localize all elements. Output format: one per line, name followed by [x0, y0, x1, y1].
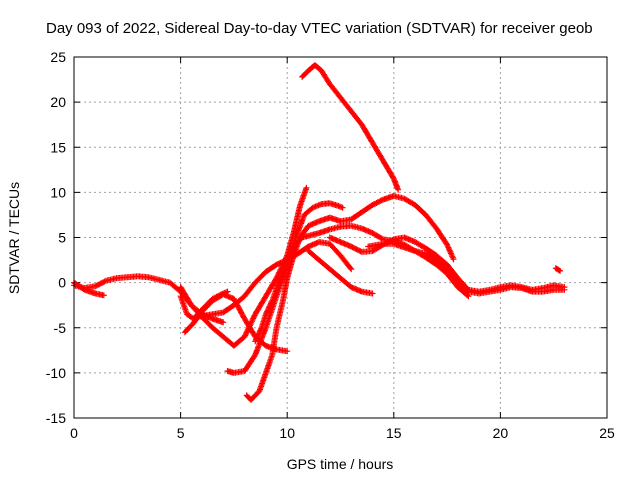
y-tick-label: 0: [58, 275, 66, 291]
y-tick-label: 20: [50, 94, 66, 110]
y-tick-label: -10: [46, 365, 66, 381]
data-series: [71, 62, 568, 403]
plot-frame: [73, 56, 608, 419]
series-markers: [194, 239, 355, 320]
x-tick-label: 15: [386, 425, 402, 441]
series-markers: [552, 265, 564, 274]
x-tick-label: 25: [599, 425, 615, 441]
x-tick-label: 20: [493, 425, 509, 441]
series-arc-14: [552, 265, 564, 274]
x-axis-label: GPS time / hours: [286, 456, 394, 472]
y-tick-label: 15: [50, 139, 66, 155]
series-markers: [305, 248, 376, 297]
series-arc-3: [177, 184, 310, 349]
y-tick-label: -5: [54, 320, 67, 336]
y-tick-label: -15: [46, 410, 66, 426]
series-arc-10: [299, 62, 402, 193]
series-arc-13: [365, 240, 568, 297]
y-tick-label: 25: [50, 49, 66, 65]
chart-title: Day 093 of 2022, Sidereal Day-to-day VTE…: [46, 20, 593, 37]
y-tick-label: 10: [50, 184, 66, 200]
grid-lines: [74, 57, 607, 418]
y-axis-label: SDTVAR / TECUs: [6, 181, 22, 295]
series-markers: [299, 62, 402, 193]
series-arc-6: [194, 239, 355, 320]
x-tick-label: 10: [279, 425, 295, 441]
x-tick-label: 0: [70, 425, 78, 441]
y-tick-label: 5: [58, 230, 66, 246]
x-tick-label: 5: [177, 425, 185, 441]
series-markers: [365, 240, 568, 297]
series-arc-11: [305, 248, 376, 297]
series-markers: [177, 184, 310, 349]
